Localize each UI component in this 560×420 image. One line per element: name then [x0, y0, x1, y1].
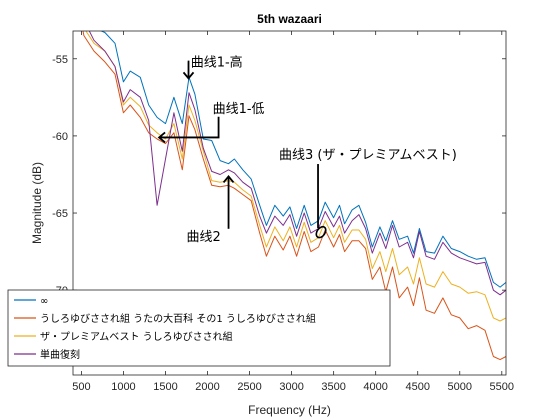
series-line-1: [100, 31, 506, 288]
x-tick-label: 2500: [237, 381, 261, 393]
legend: ∞ うしろゆびさされ組 うたの大百科 その1 うしろゆびさされ組ザ・プレミアムベス…: [7, 289, 391, 367]
series-line-2: [82, 31, 506, 361]
chart-title: 5th wazaari: [257, 12, 322, 26]
annotation-arrow: [159, 116, 220, 139]
legend-entry-3: ザ・プレミアムベスト うしろゆびさされ組: [40, 330, 233, 343]
y-tick-label: -65: [52, 208, 68, 220]
series-line-3: [85, 31, 506, 322]
x-tick-label: 5500: [490, 381, 514, 393]
x-axis-label: Frequency (Hz): [248, 403, 331, 417]
annotation-text: 曲线1-低: [213, 102, 265, 117]
x-tick-label: 4500: [405, 381, 429, 393]
annotation-circle: [315, 225, 327, 239]
series-line-4: [88, 31, 506, 296]
x-tick-label: 5000: [448, 381, 472, 393]
y-tick-label: -60: [52, 131, 68, 143]
x-tick-label: 2000: [195, 381, 219, 393]
annotation-2: 曲线1-低: [157, 102, 265, 144]
legend-box: [7, 289, 391, 367]
y-tick-label: -55: [52, 54, 68, 66]
annotation-text: 曲线3 (ザ・プレミアムベスト): [279, 148, 457, 163]
annotation-arrow: [187, 60, 190, 79]
ticks-layer: 500 1000 1500 2000 2500 3000 3500 4000 4500 5000 5…: [52, 31, 514, 393]
x-tick-label: 3000: [279, 381, 303, 393]
annotation-arrowhead: [222, 175, 235, 184]
annotation-text: 曲线1-高: [191, 54, 243, 70]
annotation-3: 曲线3 (ザ・プレミアムベスト): [279, 148, 457, 239]
x-tick-label: 500: [72, 381, 90, 393]
x-tick-label: 1500: [153, 381, 177, 393]
series-layer: [82, 31, 506, 361]
annotation-arrowhead: [157, 131, 166, 144]
y-axis-label: Magnitude (dB): [30, 162, 44, 244]
annotation-arrowhead: [182, 71, 195, 80]
plot-frame: [72, 30, 507, 376]
annotation-text: 曲线2: [187, 230, 221, 245]
x-tick-label: 1000: [111, 381, 135, 393]
x-tick-label: 4000: [363, 381, 387, 393]
legend-entry-1: ∞: [40, 296, 48, 307]
legend-entry-4: 単曲復刻: [40, 348, 80, 361]
annotation-1: 曲线1-高: [182, 54, 243, 80]
annotation-4: 曲线2: [187, 175, 235, 245]
legend-entry-2: うしろゆびさされ組 うたの大百科 その1 うしろゆびさされ組: [40, 312, 316, 325]
x-tick-label: 3500: [321, 381, 345, 393]
